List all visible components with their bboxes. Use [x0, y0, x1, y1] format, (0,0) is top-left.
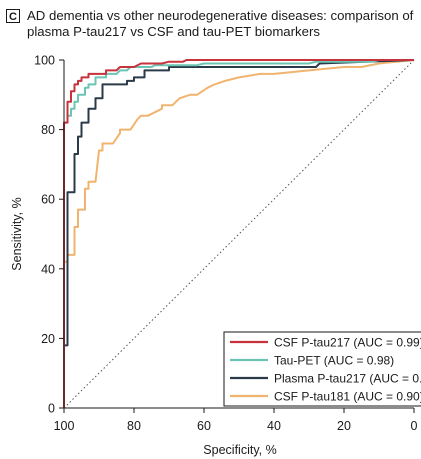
chart-title-line-1: AD dementia vs other neurodegenerative d… [27, 8, 414, 23]
roc-curve-2 [63, 59, 414, 408]
legend-label-3: Plasma P-tau217 (AUC = 0.98) [274, 371, 421, 385]
x-tick-label: 0 [411, 419, 418, 433]
roc-curve-1 [63, 59, 414, 408]
x-tick-label: 100 [54, 419, 75, 433]
y-tick-label: 20 [41, 332, 55, 346]
legend: CSF P-tau217 (AUC = 0.99) Tau-PET (AUC = … [223, 331, 421, 407]
roc-curve-3 [63, 59, 415, 408]
x-axis-title: Specificity, % [203, 443, 276, 457]
x-tick-label: 80 [127, 419, 141, 433]
panel-label: C [6, 9, 20, 23]
legend-label-1: CSF P-tau217 (AUC = 0.99) [274, 335, 421, 349]
y-axis-title: Sensitivity, % [10, 197, 24, 270]
y-tick-label: 60 [41, 193, 55, 207]
y-tick-label: 80 [41, 123, 55, 137]
chart-title-line-2: plasma P-tau217 vs CSF and tau-PET bioma… [27, 24, 320, 39]
x-tick-label: 20 [337, 419, 351, 433]
y-tick-label: 100 [34, 54, 55, 68]
x-tick-label: 60 [197, 419, 211, 433]
legend-box [223, 331, 421, 407]
chart-title: AD dementia vs other neurodegenerative d… [27, 8, 421, 40]
y-tick-label: 0 [48, 402, 55, 416]
legend-label-4: CSF P-tau181 (AUC = 0.90) [274, 389, 421, 403]
roc-curve-4 [63, 59, 415, 408]
y-tick-label: 40 [41, 262, 55, 276]
legend-label-2: Tau-PET (AUC = 0.98) [274, 353, 394, 367]
x-tick-label: 40 [267, 419, 281, 433]
